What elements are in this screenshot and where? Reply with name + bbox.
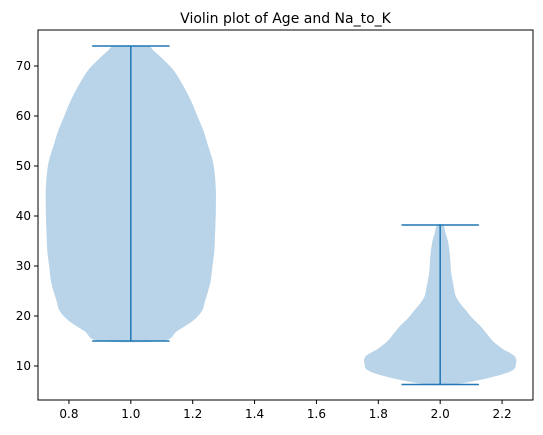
x-tick-label: 2.2 — [493, 407, 512, 421]
x-tick-label: 1.4 — [245, 407, 264, 421]
y-tick-label: 30 — [16, 259, 31, 273]
x-tick-label: 1.8 — [369, 407, 388, 421]
y-axis: 10 20 30 40 50 60 70 — [16, 59, 38, 373]
x-tick-label: 1.2 — [183, 407, 202, 421]
x-tick-label: 1.0 — [121, 407, 140, 421]
y-tick-label: 10 — [16, 359, 31, 373]
x-tick-label: 0.8 — [59, 407, 78, 421]
x-tick-label: 1.6 — [307, 407, 326, 421]
violin-whiskers — [92, 45, 479, 386]
plot-frame — [37, 29, 534, 401]
y-tick-label: 40 — [16, 209, 31, 223]
y-tick-label: 70 — [16, 59, 31, 73]
chart-title: Violin plot of Age and Na_to_K — [180, 11, 391, 27]
y-tick-label: 60 — [16, 109, 31, 123]
x-tick-label: 2.0 — [431, 407, 450, 421]
y-tick-label: 50 — [16, 159, 31, 173]
x-axis: 0.8 1.0 1.2 1.4 1.6 1.8 2.0 2.2 — [59, 400, 512, 421]
y-tick-label: 20 — [16, 309, 31, 323]
